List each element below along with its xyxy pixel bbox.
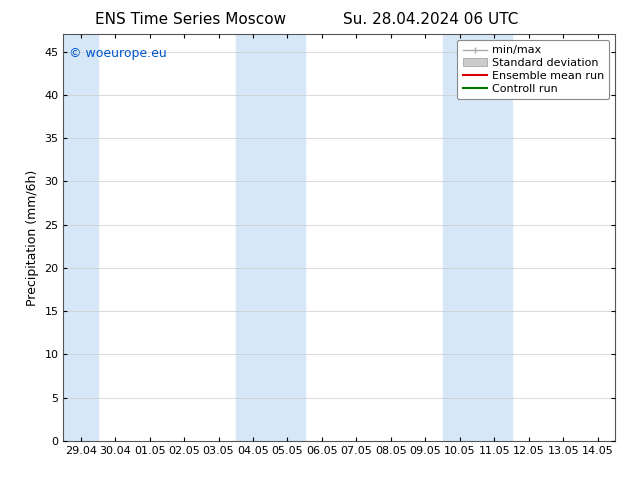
Legend: min/max, Standard deviation, Ensemble mean run, Controll run: min/max, Standard deviation, Ensemble me… xyxy=(457,40,609,99)
Bar xyxy=(270,34,305,441)
Bar xyxy=(236,34,270,441)
Text: © woeurope.eu: © woeurope.eu xyxy=(69,47,167,59)
Bar xyxy=(63,34,98,441)
Bar xyxy=(443,34,477,441)
Text: Su. 28.04.2024 06 UTC: Su. 28.04.2024 06 UTC xyxy=(344,12,519,27)
Bar xyxy=(477,34,512,441)
Text: ENS Time Series Moscow: ENS Time Series Moscow xyxy=(94,12,286,27)
Y-axis label: Precipitation (mm/6h): Precipitation (mm/6h) xyxy=(26,170,39,306)
